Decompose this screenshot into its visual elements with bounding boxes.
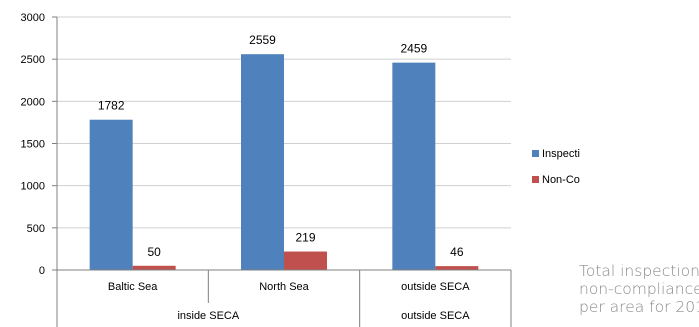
legend: Inspections Non-Compliances <box>532 148 580 186</box>
y-tick-label: 2000 <box>21 96 45 108</box>
y-tick-label: 0 <box>39 265 45 277</box>
y-tick-label: 500 <box>27 223 45 235</box>
category-label: outside SECA <box>401 281 470 293</box>
caption-line-1: Total inspections & <box>579 262 699 280</box>
bar-inspections-0 <box>89 119 133 270</box>
data-labels: 1782 50 2559 219 2459 46 <box>98 33 464 259</box>
bar-chart: 0 500 1000 1500 2000 2500 3000 1782 50 2559 219 24… <box>21 12 580 327</box>
data-label: 2459 <box>400 42 427 56</box>
data-label: 1782 <box>98 99 125 113</box>
data-label: 219 <box>295 231 315 245</box>
bar-non-compliances-2 <box>435 266 479 270</box>
data-label: 2559 <box>249 33 276 47</box>
bars <box>89 54 479 271</box>
figure-caption: Total inspections & non-compliances per … <box>579 262 699 316</box>
category-label: Baltic Sea <box>108 281 158 293</box>
legend-swatch <box>532 176 539 183</box>
caption-line-2: non-compliances <box>579 280 699 298</box>
legend-label: Inspections <box>542 148 580 160</box>
y-tick-label: 2500 <box>21 54 45 66</box>
data-label: 46 <box>450 245 464 259</box>
legend-label: Non-Compliances <box>542 174 580 186</box>
y-tick-label: 3000 <box>21 12 45 24</box>
x-axis: Baltic Sea North Sea outside SECA inside SE… <box>56 269 512 327</box>
group-label: inside SECA <box>177 310 239 322</box>
data-label: 50 <box>147 245 161 259</box>
category-label: North Sea <box>259 281 309 293</box>
y-axis: 0 500 1000 1500 2000 2500 3000 <box>21 12 58 327</box>
legend-swatch <box>532 150 539 157</box>
bar-non-compliances-0 <box>132 265 176 270</box>
y-tick-label: 1500 <box>21 139 45 151</box>
y-tick-label: 1000 <box>21 181 45 193</box>
bar-inspections-1 <box>241 54 284 270</box>
bar-inspections-2 <box>392 62 436 271</box>
group-label: outside SECA <box>401 310 470 322</box>
caption-line-3: per area for 2015 <box>579 298 699 316</box>
bar-non-compliances-1 <box>284 251 327 270</box>
